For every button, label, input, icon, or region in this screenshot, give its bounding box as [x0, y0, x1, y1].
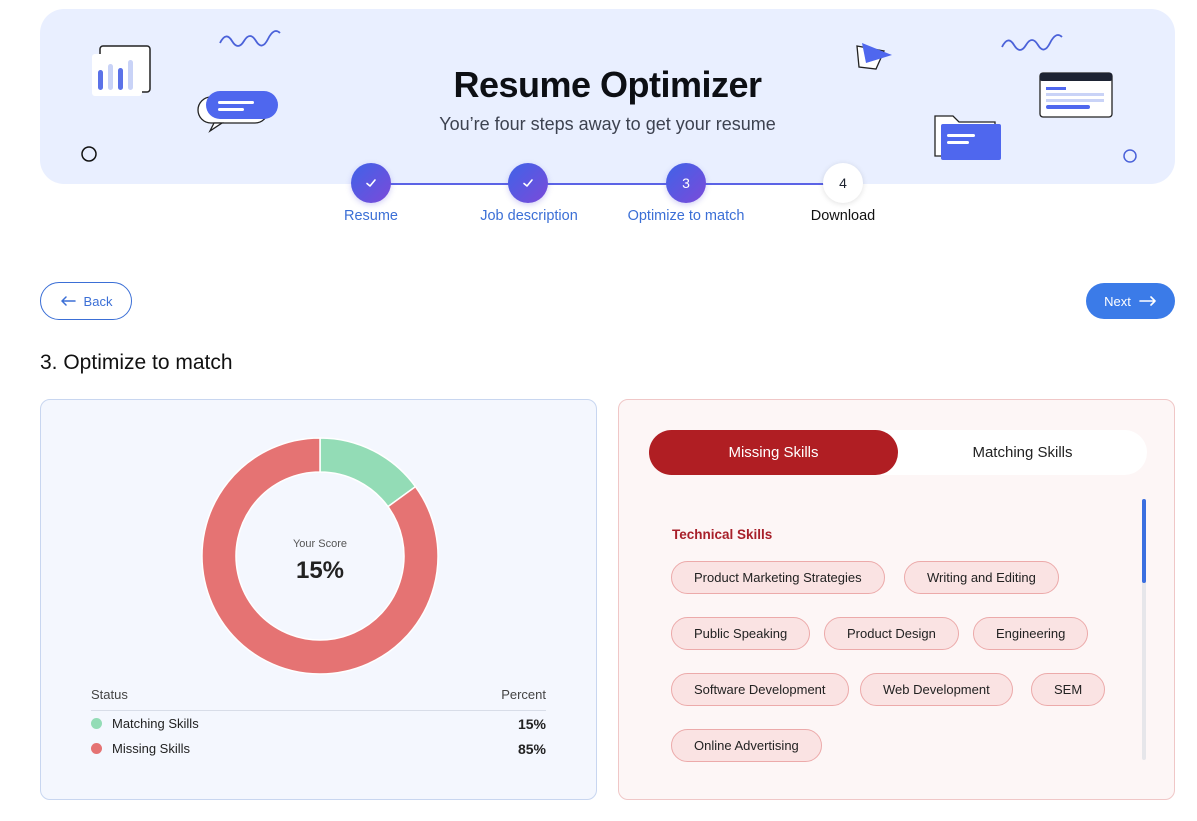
legend-label-matching: Matching Skills: [112, 716, 199, 731]
step-2-label[interactable]: Job description: [480, 208, 578, 224]
skill-chip[interactable]: SEM: [1031, 673, 1106, 706]
legend-row-missing: Missing Skills 85%: [91, 736, 546, 761]
check-icon: [366, 179, 376, 187]
arrow-left-icon: [60, 296, 76, 306]
score-legend: Status Percent Matching Skills 15% Missi…: [91, 687, 546, 761]
legend-percent-matching: 15%: [517, 715, 546, 732]
legend-name-matching: Matching Skills: [91, 716, 199, 731]
arrow-right-icon: [1139, 296, 1156, 306]
back-button[interactable]: Back: [40, 282, 132, 320]
skills-scrollbar[interactable]: [1142, 499, 1146, 760]
legend-percent-missing: 85%: [517, 740, 546, 757]
bar-chart-illustration-icon: [92, 45, 151, 96]
step-4-marker[interactable]: 4: [823, 163, 863, 203]
legend-percent-header: Percent: [501, 687, 546, 702]
hero-banner: Resume Optimizer You’re four steps away …: [40, 9, 1175, 184]
skill-chip[interactable]: Public Speaking: [671, 617, 811, 650]
skill-chip[interactable]: Software Development: [671, 673, 849, 706]
score-value: 15%: [295, 557, 345, 584]
skill-chip[interactable]: Writing and Editing: [904, 561, 1059, 594]
legend-header: Status Percent: [91, 687, 546, 711]
step-3-marker[interactable]: 3: [666, 163, 706, 203]
skills-tabs: Missing Skills Matching Skills: [649, 430, 1147, 475]
next-button[interactable]: Next: [1086, 283, 1175, 319]
skills-card: Missing Skills Matching Skills Technical…: [618, 399, 1175, 800]
skill-chip[interactable]: Product Marketing Strategies: [671, 561, 885, 594]
squiggle-right-icon: [1001, 34, 1063, 51]
tab-matching-skills[interactable]: Matching Skills: [972, 444, 1073, 461]
legend-label-missing: Missing Skills: [112, 741, 191, 756]
page-subtitle: You’re four steps away to get your resum…: [439, 114, 776, 134]
step-1-label[interactable]: Resume: [344, 208, 398, 224]
skills-group-title: Technical Skills: [672, 527, 773, 542]
play-tag-illustration-icon: [856, 43, 892, 70]
donut-slice-missing-skills: [201, 437, 439, 675]
circle-blue-outline-icon: [1123, 149, 1137, 163]
section-title: 3. Optimize to match: [40, 351, 233, 374]
step-1-marker[interactable]: [351, 163, 391, 203]
step-2-marker[interactable]: [508, 163, 548, 203]
step-3-label[interactable]: Optimize to match: [627, 208, 745, 224]
score-label: Your Score: [292, 538, 348, 550]
score-donut-chart: [201, 437, 439, 675]
squiggle-left-icon: [219, 30, 281, 47]
chat-bubble-illustration-icon: [197, 91, 278, 133]
skill-chip[interactable]: Product Design: [824, 617, 959, 650]
score-card: Your Score 15% Status Percent Matching S…: [40, 399, 597, 800]
legend-row-matching: Matching Skills 15%: [91, 711, 546, 736]
next-button-label: Next: [1104, 293, 1131, 309]
circle-outline-icon: [81, 146, 97, 162]
skills-scrollbar-thumb[interactable]: [1142, 499, 1146, 583]
skill-chip[interactable]: Engineering: [973, 617, 1089, 650]
skill-chip[interactable]: Web Development: [860, 673, 1013, 706]
folder-illustration-icon: [934, 115, 1001, 160]
stepper-track: [371, 183, 843, 185]
tab-missing-skills[interactable]: Missing Skills: [649, 430, 898, 475]
legend-name-missing: Missing Skills: [91, 741, 190, 756]
legend-status-header: Status: [91, 687, 128, 702]
back-button-label: Back: [83, 293, 113, 309]
browser-window-illustration-icon: [1039, 72, 1113, 118]
step-4-label[interactable]: Download: [810, 208, 876, 224]
skill-chip[interactable]: Online Advertising: [671, 729, 822, 762]
check-icon: [523, 179, 533, 187]
matching-dot-icon: [91, 718, 102, 729]
missing-dot-icon: [91, 743, 102, 754]
page-title: Resume Optimizer: [453, 64, 762, 105]
